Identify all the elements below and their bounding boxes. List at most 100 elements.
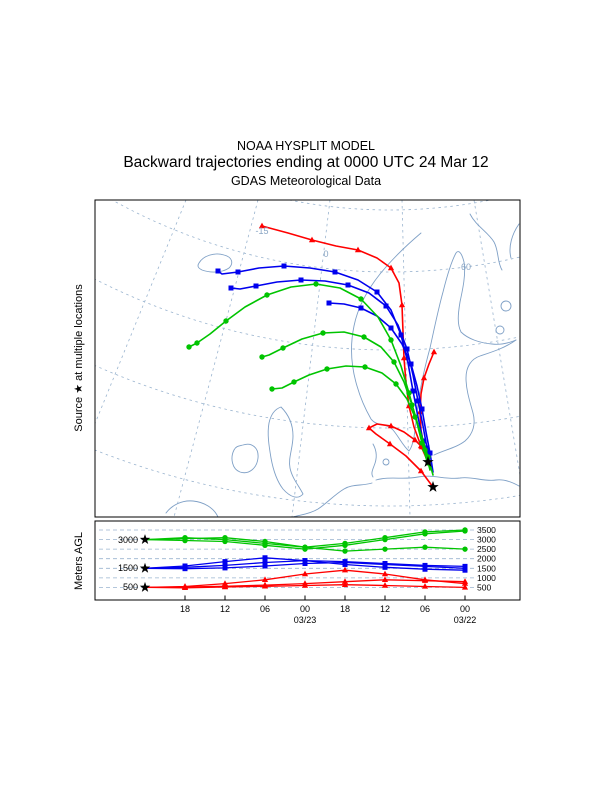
trajectory-marker-triangle (258, 222, 266, 229)
trajectory-marker-circle (388, 337, 394, 343)
trajectory-marker-square (408, 361, 414, 367)
trajectory-marker-square (427, 450, 433, 456)
trajectory-marker-circle (264, 292, 270, 298)
profile-source-stars (139, 534, 151, 592)
trajectory-marker-circle (262, 538, 268, 545)
trajectory-marker-circle (320, 330, 326, 336)
trajectory-marker-triangle (301, 580, 309, 586)
trajectory-marker-square (342, 561, 348, 567)
trajectory-marker-circle (302, 544, 308, 550)
time-tick-18b: 18 (340, 604, 350, 614)
parallel-label-60: 60 (461, 262, 471, 272)
trajectory-marker-square (358, 305, 364, 311)
height-label-1000: 1000 (477, 573, 496, 583)
trajectory-marker-circle (462, 546, 468, 552)
map-trajectory-green-3000m-c (271, 365, 434, 476)
map-trajectories (186, 222, 438, 488)
trajectory-marker-circle (382, 546, 388, 552)
height-axis-label: Meters AGL (73, 532, 85, 590)
trajectory-marker-circle (358, 296, 364, 302)
trajectory-marker-circle (422, 544, 428, 550)
source-star (422, 456, 434, 467)
source-star (427, 481, 439, 492)
met-data-subtitle: GDAS Meteorological Data (231, 174, 381, 188)
trajectory-marker-square (422, 563, 428, 569)
trajectory-marker-square (302, 561, 308, 566)
meridian-label-0: 0 (323, 249, 328, 259)
trajectory-marker-square (382, 564, 388, 570)
trajectory-marker-triangle (398, 301, 406, 308)
trajectory-marker-circle (382, 536, 388, 543)
coastline-biscay (165, 500, 219, 517)
height-panel-frame (94, 520, 521, 601)
trajectory-marker-square (228, 285, 234, 291)
trajectory-marker-triangle (400, 354, 408, 361)
graticule (95, 200, 520, 517)
height-label-3500: 3500 (477, 525, 496, 535)
source-height-label-3000: 3000 (118, 535, 138, 545)
coastline-danish-island (382, 458, 390, 466)
height-label-1500: 1500 (477, 563, 496, 573)
time-tick-06a: 06 (260, 604, 270, 614)
trajectory-marker-square (462, 567, 468, 573)
trajectory-marker-circle (361, 334, 367, 340)
trajectory-marker-circle (342, 542, 348, 549)
trajectory-marker-square (253, 283, 259, 289)
trajectory-marker-circle (259, 354, 265, 360)
trajectory-marker-circle (194, 340, 200, 346)
source-axis-label: Source ★ at multiple locations (73, 284, 85, 432)
trajectory-marker-square (422, 566, 428, 572)
source-height-star (139, 534, 151, 544)
trajectory-marker-square (302, 558, 308, 564)
height-label-2000: 2000 (477, 554, 496, 564)
coastline-baltic-east (433, 339, 517, 456)
trajectory-marker-triangle (430, 348, 438, 355)
coastline-kola (509, 223, 520, 259)
trajectory-marker-square (383, 303, 389, 309)
trajectory-marker-triangle (354, 246, 362, 253)
trajectory-marker-circle (422, 531, 428, 537)
coastline-south-baltic (375, 475, 520, 487)
model-title: NOAA HYSPLIT MODEL (237, 139, 375, 153)
map-frame (94, 199, 521, 518)
trajectory-marker-square (281, 263, 287, 269)
trajectory-marker-circle (462, 528, 468, 534)
time-tick-00b: 00 (460, 604, 470, 614)
trajectory-marker-circle (291, 379, 297, 385)
trajectory-marker-triangle (417, 467, 425, 474)
lake-ladoga (500, 300, 512, 312)
trajectory-marker-square (419, 406, 425, 412)
trajectory-marker-triangle (365, 424, 373, 431)
trajectory-marker-square (262, 555, 268, 561)
trajectory-marker-square (215, 268, 221, 274)
trajectory-marker-square (298, 277, 304, 283)
coastline-scandinavia (351, 232, 517, 452)
coastline-denmark (371, 443, 377, 478)
trajectory-marker-triangle (381, 570, 389, 577)
lake-onega (495, 325, 505, 335)
time-tick-00a: 00 (300, 604, 310, 614)
meridian-label-neg15: -15 (255, 226, 268, 236)
source-height-star (139, 562, 151, 573)
trajectory-marker-triangle (308, 236, 316, 243)
trajectory-marker-circle (182, 535, 188, 542)
map-trajectory-blue-1500m-c (328, 302, 434, 473)
trajectory-marker-circle (362, 364, 368, 370)
trajectory-marker-square (326, 300, 332, 306)
map-trajectory-red-500m-a (261, 225, 429, 463)
trajectory-marker-square (182, 566, 188, 572)
coastline-ireland (231, 443, 259, 474)
time-tick-18a: 18 (180, 604, 190, 614)
trajectory-marker-circle (269, 386, 275, 392)
map-trajectory-blue-1500m-b (230, 279, 432, 469)
trajectory-marker-circle (412, 414, 418, 420)
trajectory-marker-triangle (411, 436, 419, 443)
trajectory-marker-square (404, 346, 410, 352)
plot-title: Backward trajectories ending at 0000 UTC… (123, 154, 488, 171)
trajectory-marker-triangle (341, 578, 349, 584)
trajectory-marker-triangle (181, 583, 189, 590)
trajectory-marker-circle (391, 359, 397, 365)
trajectory-marker-triangle (387, 264, 395, 271)
